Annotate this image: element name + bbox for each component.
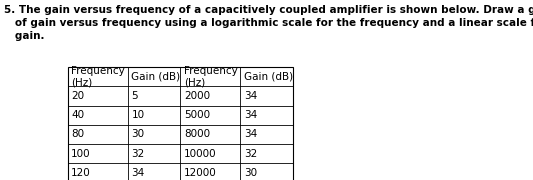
Text: 10: 10 (131, 110, 144, 120)
Text: Gain (dB): Gain (dB) (244, 72, 293, 82)
Text: 30: 30 (131, 129, 144, 140)
Text: 100: 100 (71, 149, 91, 159)
Text: 32: 32 (131, 149, 144, 159)
Text: 34: 34 (244, 129, 257, 140)
Text: 30: 30 (244, 168, 257, 178)
Text: Frequency
(Hz): Frequency (Hz) (71, 66, 125, 87)
Text: 10000: 10000 (184, 149, 216, 159)
Text: 5: 5 (131, 91, 138, 101)
Text: 32: 32 (244, 149, 257, 159)
Text: 80: 80 (71, 129, 84, 140)
Text: 8000: 8000 (184, 129, 210, 140)
Text: 12000: 12000 (184, 168, 216, 178)
Text: 2000: 2000 (184, 91, 210, 101)
Text: Gain (dB): Gain (dB) (131, 72, 181, 82)
Text: 34: 34 (131, 168, 144, 178)
Text: 5. The gain versus frequency of a capacitively coupled amplifier is shown below.: 5. The gain versus frequency of a capaci… (4, 5, 533, 41)
Text: Frequency
(Hz): Frequency (Hz) (184, 66, 238, 87)
Text: 40: 40 (71, 110, 84, 120)
Text: 34: 34 (244, 91, 257, 101)
Text: 20: 20 (71, 91, 84, 101)
Text: 120: 120 (71, 168, 91, 178)
Text: 34: 34 (244, 110, 257, 120)
Text: 5000: 5000 (184, 110, 210, 120)
